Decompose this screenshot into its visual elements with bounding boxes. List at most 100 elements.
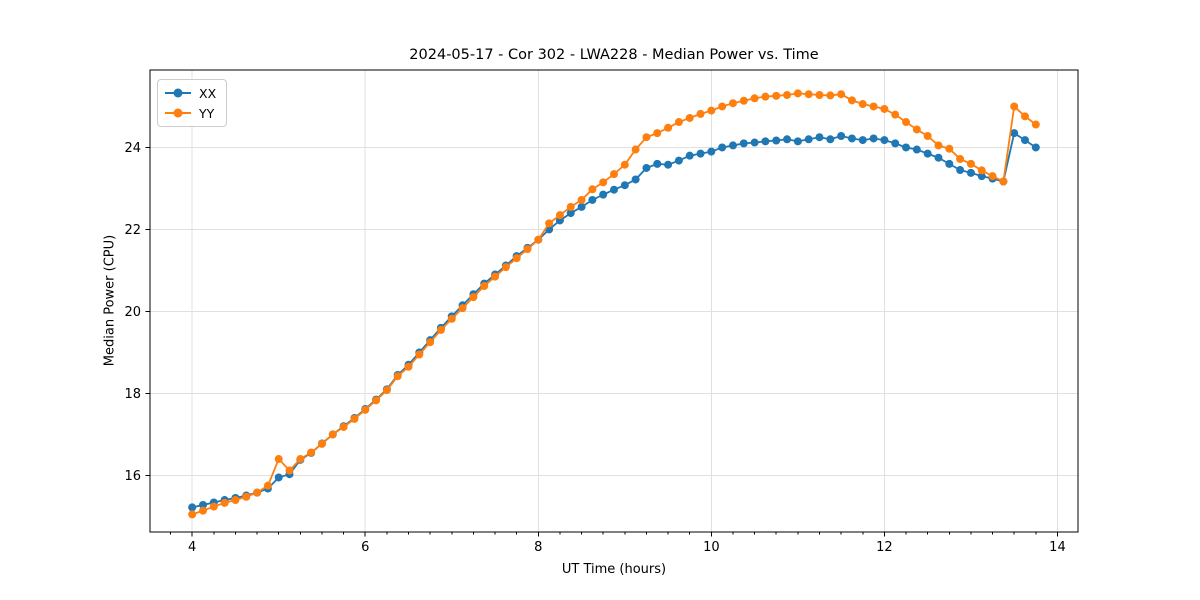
- series-xx-marker: [588, 195, 597, 204]
- series-yy-marker: [880, 104, 889, 113]
- series-xx-marker: [566, 209, 575, 218]
- x-tick-label: 10: [703, 540, 720, 555]
- series-yy-marker: [447, 314, 456, 323]
- series-yy-marker: [188, 510, 197, 519]
- legend-entry-yy: YY: [164, 105, 218, 121]
- series-yy-marker: [199, 506, 207, 515]
- series-xx-marker: [718, 143, 727, 152]
- series-xx-marker: [707, 147, 716, 156]
- series-xx-marker: [696, 149, 705, 158]
- series-yy-marker: [242, 492, 251, 501]
- series-yy-marker: [977, 166, 986, 175]
- x-tick-label: 12: [876, 540, 893, 555]
- series-yy-marker: [263, 481, 272, 490]
- series-yy-marker: [869, 102, 878, 111]
- series-yy-marker: [545, 219, 554, 228]
- series-xx-marker: [620, 181, 629, 190]
- series-yy-marker: [339, 423, 348, 432]
- plot-border: [149, 69, 1079, 533]
- series-xx-marker: [199, 500, 207, 509]
- series-xx-marker: [804, 135, 813, 144]
- series-yy-marker: [988, 172, 997, 181]
- series-xx-marker: [912, 145, 921, 154]
- series-yy-marker: [610, 170, 618, 179]
- series-yy-marker: [685, 113, 694, 122]
- series-xx-marker: [274, 473, 283, 482]
- series-yy-marker: [664, 123, 673, 132]
- series-yy-marker: [372, 396, 381, 405]
- series-xx-marker: [674, 156, 683, 165]
- series-yy-marker: [501, 263, 510, 272]
- series-xx-marker: [1010, 129, 1019, 138]
- series-yy-marker: [826, 91, 835, 100]
- series-xx-marker: [577, 202, 586, 211]
- series-yy-marker: [891, 110, 900, 119]
- series-yy-marker: [642, 133, 651, 142]
- series-yy-marker: [728, 99, 737, 108]
- series-xx-marker: [685, 151, 694, 160]
- series-xx-marker: [869, 134, 878, 143]
- series-yy-marker: [382, 386, 391, 395]
- series-yy-marker: [361, 405, 370, 414]
- legend-entry-xx: XX: [164, 85, 218, 101]
- series-xx-marker: [902, 143, 911, 152]
- series-yy-marker: [209, 502, 218, 511]
- series-yy-marker: [1010, 102, 1019, 111]
- legend-swatch-yy: [165, 108, 191, 118]
- y-axis-label: Median Power (CPU): [102, 234, 118, 367]
- series-yy-marker: [783, 91, 792, 100]
- series-xx-marker: [945, 159, 954, 168]
- series-yy-marker: [837, 90, 846, 99]
- series-yy-marker: [426, 338, 435, 347]
- series-yy-marker: [599, 178, 608, 187]
- series-xx-marker: [826, 135, 835, 144]
- series-yy-marker: [934, 141, 943, 150]
- series-yy-marker: [793, 89, 802, 98]
- series-yy-marker: [999, 177, 1008, 186]
- series-yy-marker: [285, 466, 294, 475]
- series-yy-marker: [718, 102, 727, 111]
- series-xx-marker: [793, 137, 802, 146]
- series-yy-marker: [328, 430, 337, 439]
- series-xx-marker: [631, 175, 640, 184]
- series-xx-marker: [761, 137, 770, 146]
- series-yy-marker: [707, 106, 716, 115]
- series-yy-marker: [631, 145, 640, 154]
- series-yy-line: [191, 92, 1037, 516]
- series-xx-marker: [837, 132, 846, 140]
- series-yy-marker: [577, 195, 586, 204]
- series-yy-marker: [458, 304, 467, 313]
- series-yy: [188, 89, 1040, 519]
- series-yy-marker: [307, 448, 316, 457]
- series-yy-marker: [491, 272, 500, 281]
- series-yy-marker: [566, 202, 575, 211]
- y-tick-label: 20: [124, 305, 141, 320]
- chart-title: 2024-05-17 - Cor 302 - LWA228 - Median P…: [409, 47, 819, 63]
- series-yy-marker: [761, 92, 770, 101]
- series-xx-marker: [750, 138, 759, 147]
- legend-label: XX: [199, 85, 217, 101]
- series-yy-marker: [588, 185, 597, 194]
- series-yy-marker: [804, 90, 813, 99]
- series-yy-marker: [956, 154, 965, 163]
- series-xx-marker: [664, 160, 673, 169]
- series-xx-marker: [966, 168, 975, 177]
- legend-label: YY: [199, 105, 215, 121]
- series-xx-marker: [783, 135, 792, 144]
- series-yy-marker: [469, 293, 478, 302]
- gridlines: [150, 70, 1078, 532]
- series-xx-marker: [880, 136, 889, 145]
- series-yy-marker: [393, 372, 402, 381]
- series-yy-marker: [512, 254, 521, 263]
- series-yy-marker: [858, 100, 867, 109]
- x-tick-label: 4: [188, 540, 196, 555]
- legend-swatch-xx: [165, 88, 191, 98]
- series-xx-marker: [653, 159, 662, 168]
- series-yy-marker: [912, 125, 921, 134]
- series-xx-marker: [739, 139, 748, 148]
- series-yy-marker: [220, 498, 229, 507]
- series-yy-marker: [902, 118, 911, 127]
- series-xx-marker: [599, 190, 608, 199]
- series-yy-marker: [534, 235, 543, 244]
